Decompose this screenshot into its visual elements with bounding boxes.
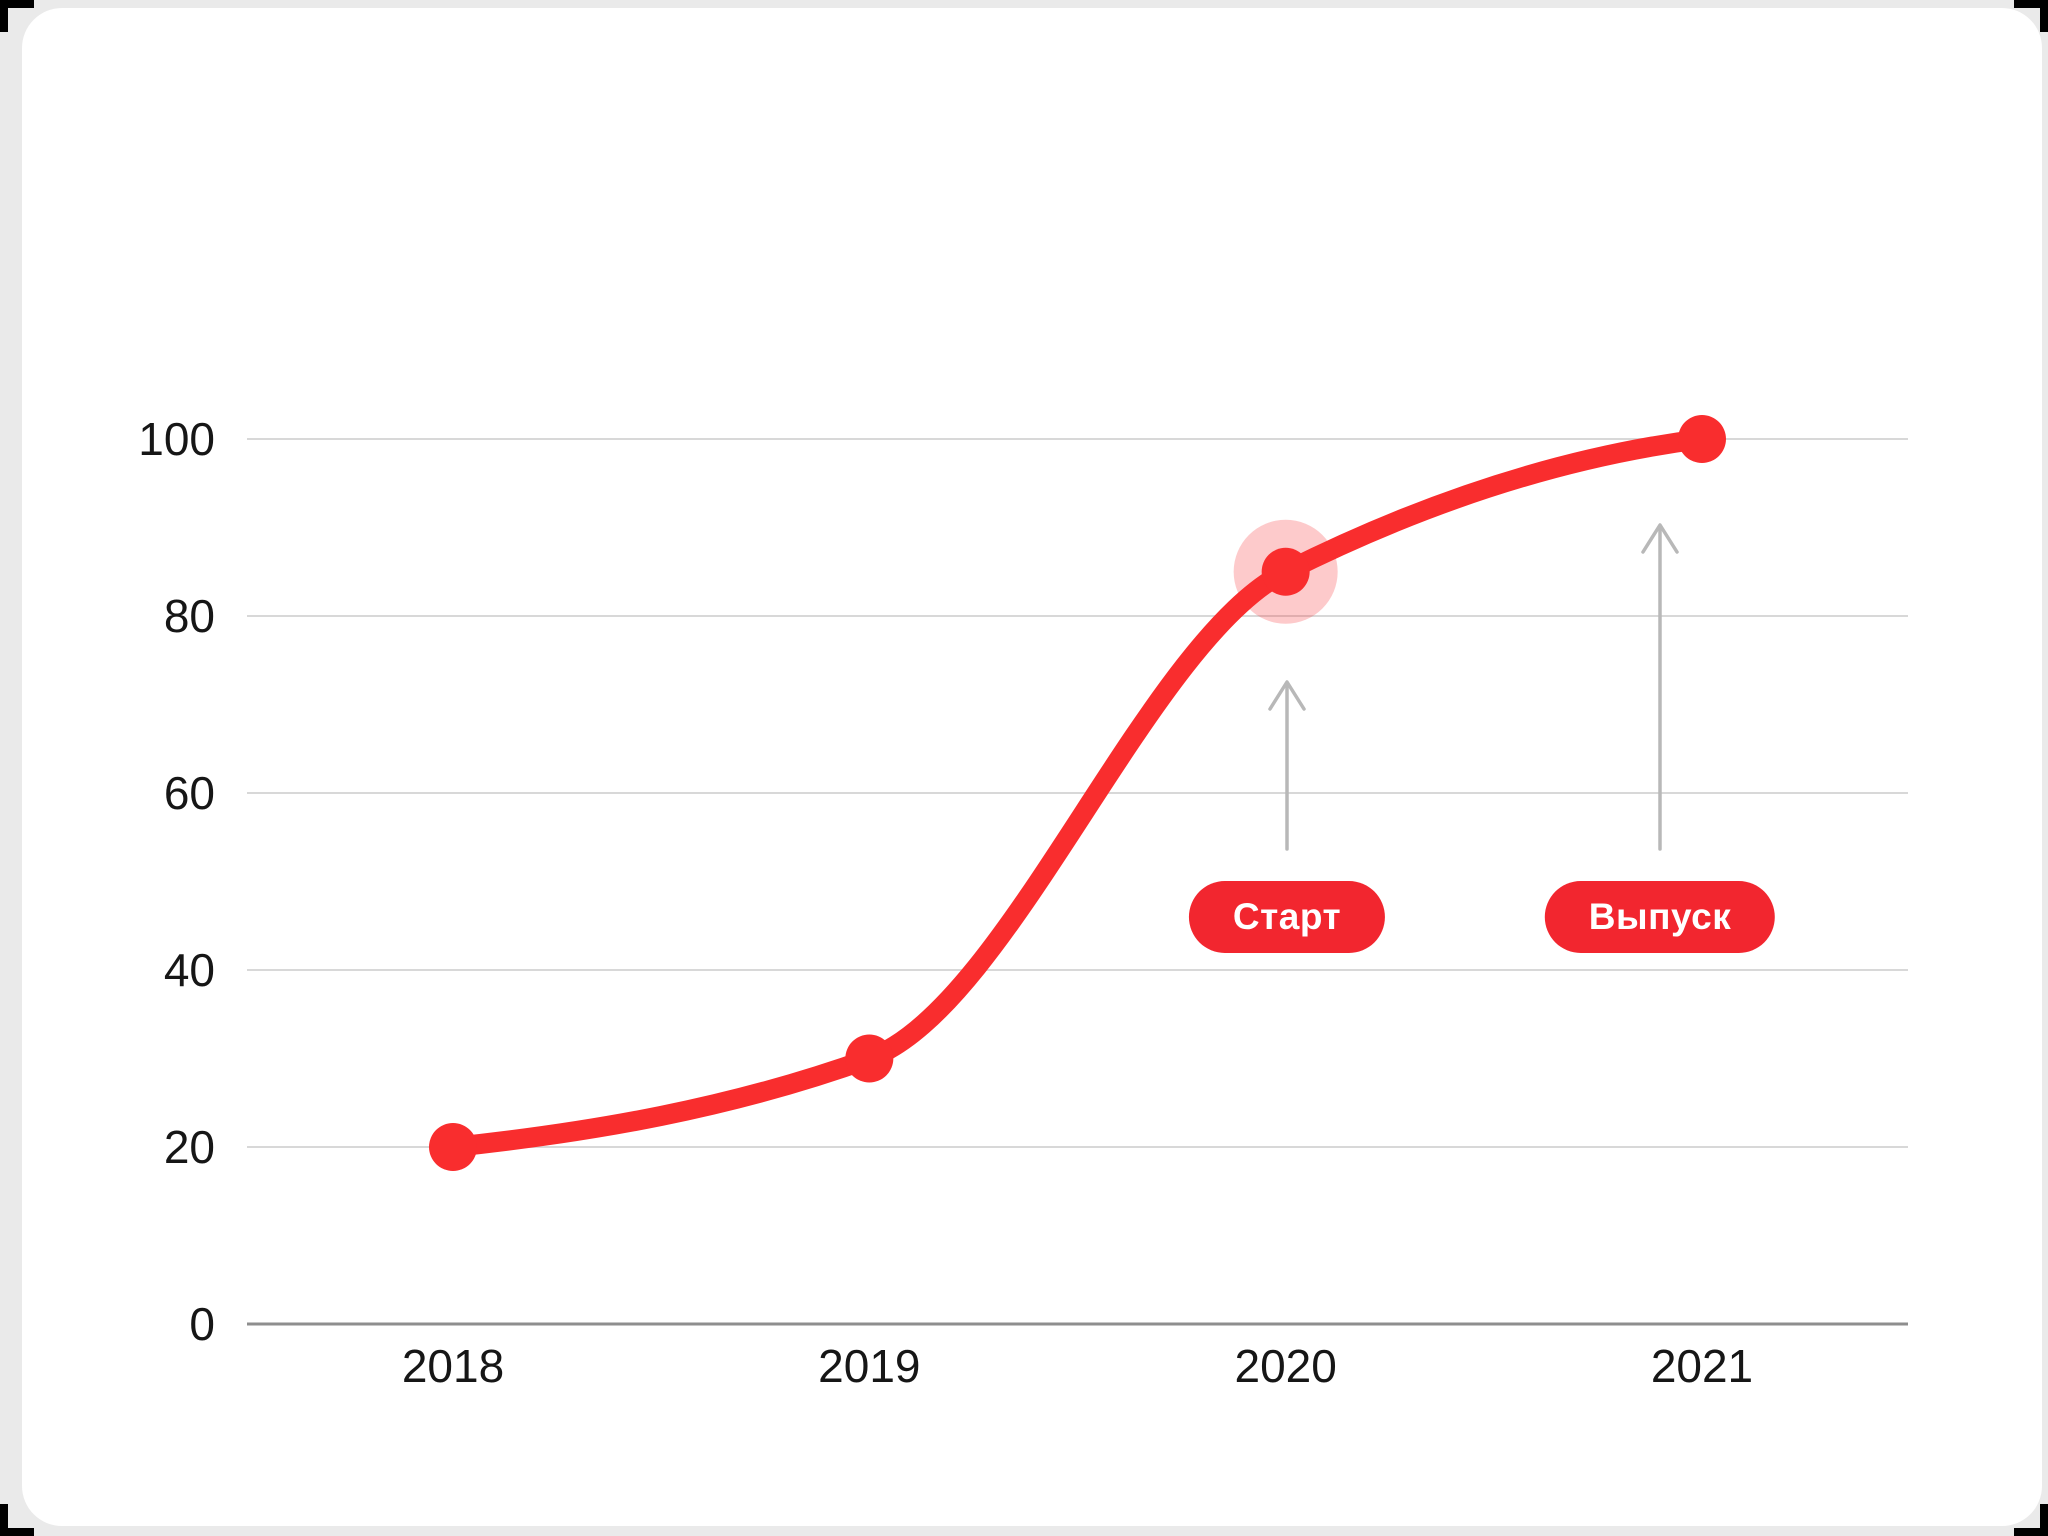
data-point-2021 — [1677, 415, 1726, 463]
crop-mark-top-left — [0, 0, 34, 32]
x-tick-label: 2018 — [402, 1340, 504, 1392]
data-point-2020 — [1261, 547, 1310, 596]
data-point-2018 — [429, 1123, 477, 1171]
badge-release: Выпуск — [1544, 881, 1776, 953]
y-tick-label: 100 — [138, 413, 215, 465]
crop-mark-top-right — [2014, 0, 2048, 32]
x-tick-label: 2021 — [1651, 1340, 1753, 1392]
series-line — [443, 429, 1712, 1157]
crop-mark-bottom-right — [2014, 1504, 2048, 1536]
crop-mark-bottom-left — [0, 1504, 34, 1536]
badge-start: Старт — [1188, 881, 1386, 953]
x-tick-label: 2020 — [1234, 1340, 1336, 1392]
y-tick-label: 0 — [189, 1298, 215, 1350]
y-tick-label: 80 — [164, 590, 215, 642]
y-tick-label: 40 — [164, 944, 215, 996]
x-tick-label: 2019 — [818, 1340, 920, 1392]
y-tick-label: 20 — [164, 1121, 215, 1173]
chart-card — [22, 8, 2042, 1526]
y-tick-label: 60 — [164, 767, 215, 819]
annotation-arrow-head — [1268, 680, 1306, 711]
data-point-2019 — [845, 1034, 894, 1083]
annotation-arrow-head — [1641, 523, 1679, 554]
